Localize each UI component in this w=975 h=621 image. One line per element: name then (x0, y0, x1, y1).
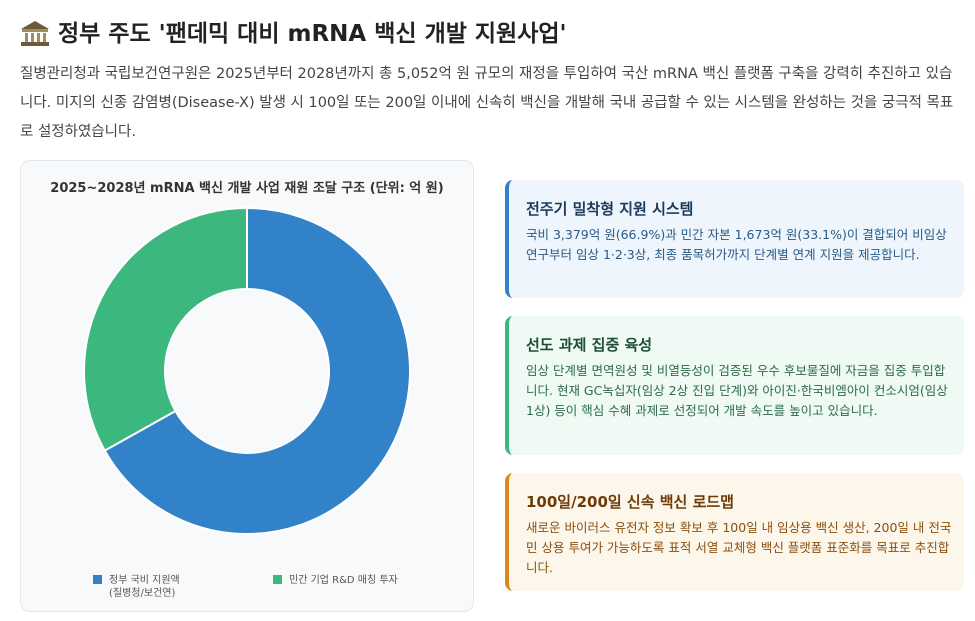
legend-label-line: 정부 국비 지원액 (109, 574, 180, 586)
legend-label: 민간 기업 R&D 매칭 투자 (289, 573, 398, 586)
legend-swatch (93, 575, 102, 584)
bank-icon (21, 21, 49, 46)
donut-segment (103, 206, 411, 535)
card-title: 전주기 밀착형 지원 시스템 (526, 200, 694, 218)
page-title: 정부 주도 '팬데믹 대비 mRNA 백신 개발 지원사업' (58, 21, 567, 47)
donut-segment (83, 206, 248, 452)
card-text: 새로운 바이러스 유전자 정보 확보 후 100일 내 임상용 백신 생산, 2… (526, 520, 952, 575)
card-title: 100일/200일 신속 백신 로드맵 (526, 493, 734, 511)
legend-label: 정부 국비 지원액 (질병청/보건연) (109, 574, 180, 599)
legend-swatch (273, 575, 282, 584)
chart-title: 2025~2028년 mRNA 백신 개발 사업 재원 조달 구조 (단위: 억… (50, 181, 444, 196)
card-text: 임상 단계별 면역원성 및 비열등성이 검증된 우수 후보물질에 자금을 집중 … (526, 363, 948, 418)
card-text: 국비 3,379억 원(66.9%)과 민간 자본 1,673억 원(33.1%… (526, 227, 947, 262)
legend-label-line: (질병청/보건연) (109, 587, 175, 599)
legend-label-line: 민간 기업 R&D 매칭 투자 (289, 573, 398, 586)
chart-card: 2025~2028년 mRNA 백신 개발 사업 재원 조달 구조 (단위: 억… (20, 160, 474, 612)
card-title: 선도 과제 집중 육성 (526, 336, 653, 354)
chart: 정부 국비 지원액 (질병청/보건연) 민간 기업 R&D 매칭 투자 (83, 206, 411, 599)
intro-text: 질병관리청과 국립보건연구원은 2025년부터 2028년까지 총 5,052억… (20, 66, 954, 140)
